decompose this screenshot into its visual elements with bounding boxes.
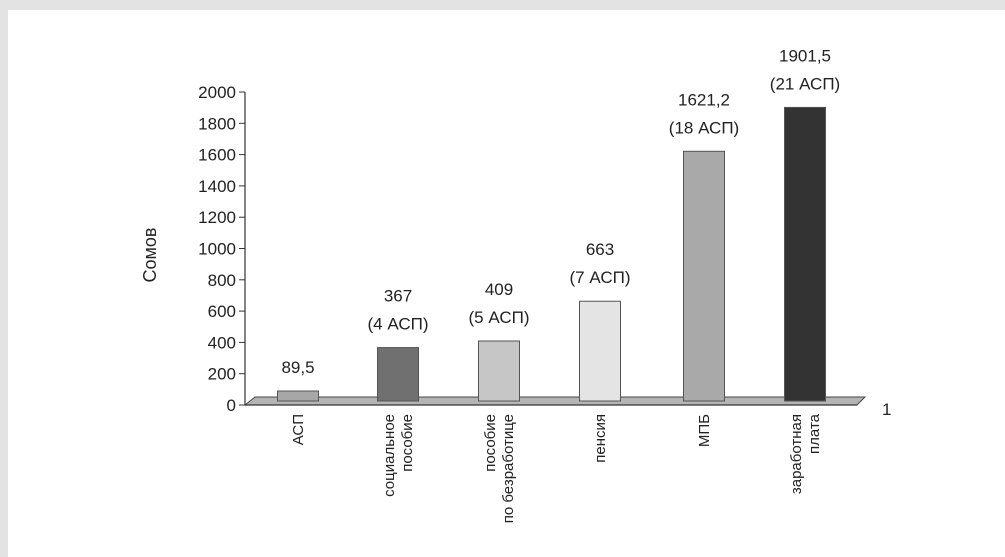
y-axis: 0 200 400 600 800 1000 1200 1400 1600 1800 2000 xyxy=(198,83,246,415)
y-tick-label: 1000 xyxy=(198,240,236,259)
y-tick-label: 800 xyxy=(208,271,236,290)
data-label: (18 АСП) xyxy=(669,118,739,137)
y-tick-label: 0 xyxy=(227,396,236,415)
bars xyxy=(277,106,826,402)
category-label: заработная xyxy=(788,414,805,494)
chart-frame: 0 200 400 600 800 1000 1200 1400 1600 1800 2000 89… xyxy=(8,10,1005,557)
data-label: (7 АСП) xyxy=(570,268,631,287)
category-label: пособие xyxy=(399,414,416,472)
category-label: плата xyxy=(806,413,823,454)
bar xyxy=(377,347,419,402)
data-labels: 89,5 367 (4 АСП) 409 (5 АСП) 663 (7 АСП) 1621,2… xyxy=(281,46,840,377)
data-label: 1901,5 xyxy=(779,46,831,65)
chart-floor xyxy=(243,396,867,406)
bar-chart: 0 200 400 600 800 1000 1200 1400 1600 1800 2000 89… xyxy=(140,46,891,523)
data-label: 367 xyxy=(384,287,412,306)
data-label: (21 АСП) xyxy=(770,74,840,93)
y-tick-label: 1600 xyxy=(198,146,236,165)
y-axis-title: Сомов xyxy=(140,228,160,283)
data-label: 663 xyxy=(586,240,614,259)
data-label: 409 xyxy=(485,280,513,299)
category-label: по безработице xyxy=(500,414,517,523)
y-tick-label: 1200 xyxy=(198,208,236,227)
y-tick-label: 400 xyxy=(208,333,236,352)
category-label: пособие xyxy=(482,414,499,472)
y-tick-label: 1800 xyxy=(198,114,236,133)
data-label: (4 АСП) xyxy=(368,315,429,334)
category-label: пенсия xyxy=(592,414,609,463)
y-tick-label: 2000 xyxy=(198,83,236,102)
category-label: социальное xyxy=(381,414,398,497)
category-label: МПБ xyxy=(696,414,713,447)
y-tick-label: 1400 xyxy=(198,177,236,196)
floor-top xyxy=(243,396,867,406)
bar xyxy=(478,340,520,402)
y-tick-label: 200 xyxy=(208,365,236,384)
y-tick-label: 600 xyxy=(208,302,236,321)
x-axis-categories: АСП социальное пособие пособие по безработиц… xyxy=(290,413,823,523)
series-label: 1 xyxy=(882,400,891,419)
data-label: (5 АСП) xyxy=(469,308,530,327)
data-label: 89,5 xyxy=(281,358,314,377)
data-label: 1621,2 xyxy=(678,90,730,109)
bar xyxy=(683,150,725,402)
bar xyxy=(277,390,319,402)
bar xyxy=(579,300,621,402)
bar xyxy=(784,106,826,402)
category-label: АСП xyxy=(290,414,307,445)
